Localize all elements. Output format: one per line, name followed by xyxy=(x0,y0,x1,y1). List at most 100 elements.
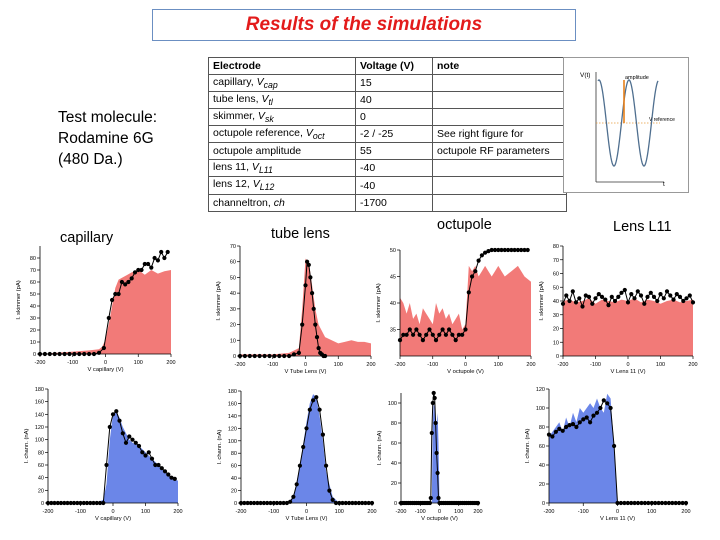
data-point xyxy=(596,292,601,297)
x-tick-label: 0 xyxy=(305,509,308,515)
chart-tl_skim: -200 -100 0 100 200 0 10 20 30 40 50 60 70 V Tube Len… xyxy=(216,244,376,375)
plot-title-lens-l11: Lens L11 xyxy=(613,219,672,235)
data-point xyxy=(430,400,435,406)
x-tick-label: -200 xyxy=(543,509,554,515)
data-point xyxy=(149,265,154,270)
data-point xyxy=(110,297,115,303)
data-point xyxy=(616,294,621,299)
electrode-symbol: V xyxy=(261,93,269,106)
data-point xyxy=(314,335,320,340)
data-point xyxy=(113,291,118,297)
data-point xyxy=(107,424,112,430)
electrode-symbol: V xyxy=(252,178,260,191)
data-point xyxy=(638,293,644,298)
molecule-line-1: Test molecule: xyxy=(58,109,158,126)
data-point xyxy=(525,247,530,253)
x-tick-label: 0 xyxy=(616,509,619,515)
y-tick-label: 0 xyxy=(542,501,545,507)
y-tick-label: 60 xyxy=(539,444,545,450)
data-point xyxy=(509,247,514,253)
data-point xyxy=(590,301,595,306)
data-point xyxy=(401,332,406,337)
area-series xyxy=(40,270,171,354)
data-point xyxy=(123,282,128,287)
data-point xyxy=(622,287,627,293)
data-point xyxy=(512,247,517,253)
x-tick-label: -200 xyxy=(42,509,53,515)
data-point xyxy=(327,488,332,493)
data-point xyxy=(117,418,122,423)
data-point xyxy=(104,462,109,468)
data-point xyxy=(460,332,465,337)
electrode-name: tube lens, Vtl xyxy=(208,91,356,110)
data-point xyxy=(599,294,605,299)
x-tick-label: 200 xyxy=(473,509,482,515)
y-tick-label: 140 xyxy=(228,414,237,420)
electrode-symbol: V xyxy=(251,161,259,174)
x-tick-label: -200 xyxy=(394,362,405,368)
x-tick-label: 100 xyxy=(141,509,150,515)
data-point xyxy=(581,417,586,422)
data-point xyxy=(483,250,488,255)
data-point xyxy=(570,422,576,427)
y-tick-label: 140 xyxy=(35,412,44,418)
data-point xyxy=(424,332,429,337)
data-point xyxy=(304,426,309,431)
data-point xyxy=(162,255,167,261)
electrode-symbol: V xyxy=(305,127,313,140)
data-point xyxy=(687,293,692,298)
test-molecule-text: Test molecule: Rodamine 6G (480 Da.) xyxy=(58,107,157,170)
y-tick-label: 40 xyxy=(231,476,237,482)
data-point xyxy=(411,332,416,337)
x-axis-label: V Lens 11 (V) xyxy=(600,516,635,522)
data-point xyxy=(316,346,321,351)
electrode-subscript: oct xyxy=(312,131,325,142)
y-tick-label: 35 xyxy=(390,328,396,334)
x-tick-label: 100 xyxy=(494,362,503,368)
data-point xyxy=(433,338,439,343)
data-point xyxy=(651,294,657,299)
data-point xyxy=(155,258,160,263)
y-tick-label: 0 xyxy=(556,354,559,360)
x-axis-label: V Lens 11 (V) xyxy=(610,369,645,375)
y-tick-label: 100 xyxy=(35,438,44,444)
data-point xyxy=(110,412,116,417)
data-point xyxy=(132,270,138,275)
chart-cap_skim: -200 -100 0 100 200 0 10 20 30 40 50 60 70 80 V capill… xyxy=(16,246,176,373)
y-tick-label: 40 xyxy=(539,463,545,469)
chart-tl_chan: -200 -100 0 100 200 0 20 40 60 80 100 120 140 160 180 V… xyxy=(217,389,377,522)
x-tick-label: -200 xyxy=(395,509,406,515)
marker-series-line xyxy=(401,392,478,504)
rf-y-label: V(t) xyxy=(580,72,590,79)
data-point xyxy=(297,463,302,468)
y-tick-label: 20 xyxy=(38,488,44,494)
y-tick-label: 50 xyxy=(230,275,236,281)
data-point xyxy=(106,315,111,321)
electrode-note xyxy=(432,193,567,212)
y-tick-label: 20 xyxy=(231,489,237,495)
data-point xyxy=(580,304,585,309)
y-tick-label: 50 xyxy=(30,292,36,298)
data-point xyxy=(564,424,569,430)
data-point xyxy=(496,247,501,253)
data-point xyxy=(314,395,319,400)
data-point xyxy=(486,249,491,254)
data-point xyxy=(307,407,312,412)
y-tick-label: 20 xyxy=(391,481,397,487)
y-tick-label: 20 xyxy=(30,328,36,334)
y-tick-label: 60 xyxy=(38,463,44,469)
electrode-symbol: V xyxy=(256,76,264,88)
data-point xyxy=(165,249,170,255)
data-point xyxy=(130,437,135,442)
y-tick-label: 80 xyxy=(38,450,44,456)
x-tick-label: 0 xyxy=(111,509,114,515)
data-point xyxy=(146,450,151,455)
x-tick-label: 0 xyxy=(626,362,629,368)
data-point xyxy=(466,290,471,295)
y-tick-label: 160 xyxy=(35,400,44,406)
data-point xyxy=(586,294,592,299)
y-tick-label: 0 xyxy=(233,354,236,360)
data-point xyxy=(591,413,596,418)
data-point xyxy=(619,290,624,295)
